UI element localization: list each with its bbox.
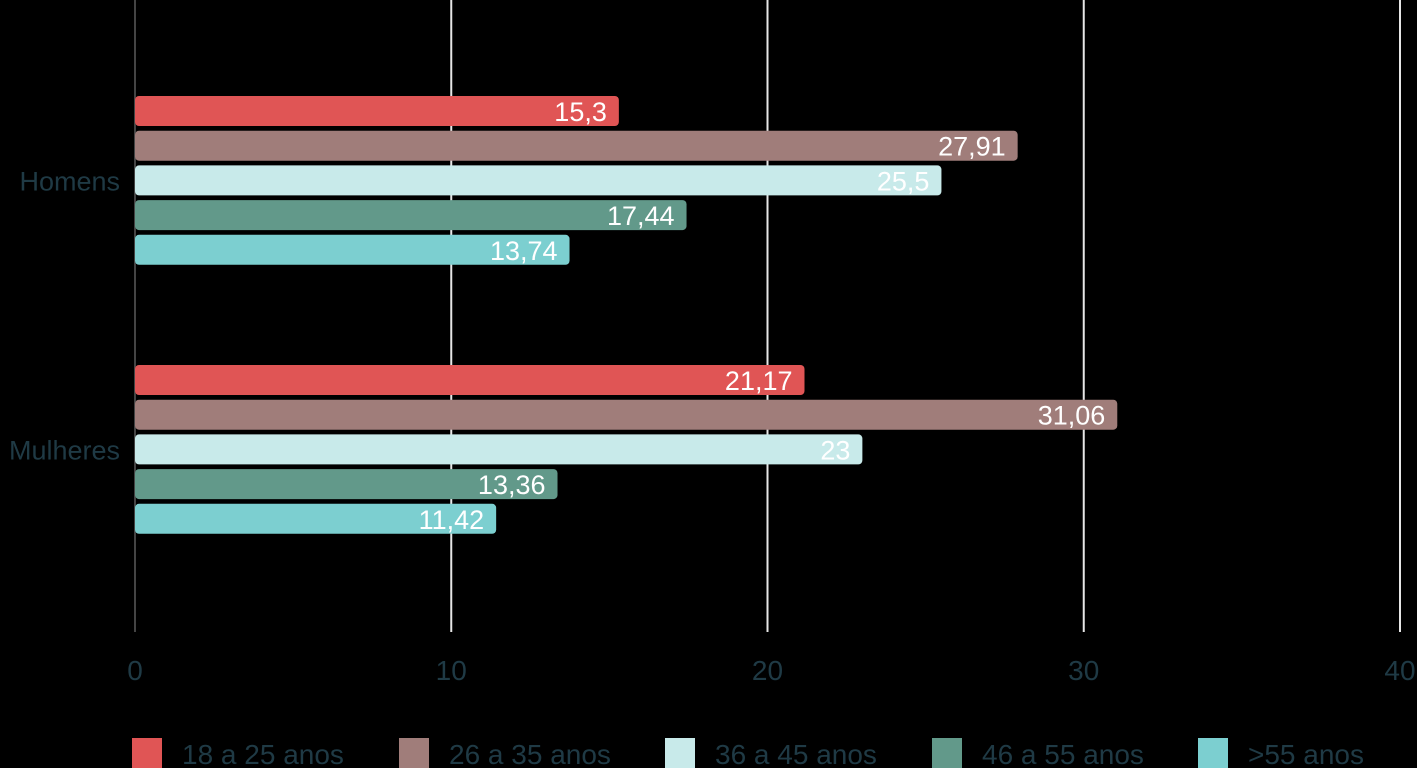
x-tick-label: 40 [1384, 655, 1415, 686]
bar [135, 365, 805, 395]
category-labels: Homens Mulheres [9, 166, 120, 465]
gridlines [450, 0, 1401, 632]
bar [135, 130, 1018, 161]
category-label: Homens [19, 166, 120, 196]
data-label: 21,17 [725, 366, 793, 396]
bar [135, 469, 558, 500]
legend-swatch [932, 738, 962, 768]
x-tick-label: 30 [1068, 655, 1099, 686]
data-label: 13,74 [490, 236, 558, 266]
data-label: 23 [820, 435, 850, 465]
legend-label: 46 a 55 anos [982, 739, 1144, 768]
legend-label: 26 a 35 anos [449, 739, 611, 768]
data-label: 27,91 [938, 132, 1006, 162]
data-label: 13,36 [478, 470, 546, 500]
legend-swatch [132, 738, 162, 768]
data-label: 25,5 [877, 166, 930, 196]
data-label: 17,44 [607, 201, 675, 231]
bar [135, 96, 619, 126]
data-label: 15,3 [554, 97, 607, 127]
x-tick-label: 0 [127, 655, 143, 686]
category-label: Mulheres [9, 435, 120, 465]
bar [135, 503, 497, 534]
bar [135, 200, 687, 231]
legend-label: 18 a 25 anos [182, 739, 344, 768]
legend-swatch [1198, 738, 1228, 768]
bar [135, 434, 863, 465]
bar [135, 165, 942, 196]
x-tick-label: 10 [436, 655, 467, 686]
legend-label: >55 anos [1248, 739, 1364, 768]
legend-label: 36 a 45 anos [715, 739, 877, 768]
bar [135, 399, 1118, 430]
data-label: 31,06 [1038, 401, 1106, 431]
legend-swatch [399, 738, 429, 768]
bars: 15,3 27,91 25,5 17,44 13,74 21,17 31,06 23 13,36… [135, 96, 1118, 535]
legend: 18 a 25 anos 26 a 35 anos 36 a 45 anos 46 a… [132, 738, 1364, 768]
data-label: 11,42 [419, 505, 485, 535]
bar [135, 234, 570, 265]
x-tick-label: 20 [752, 655, 783, 686]
x-axis-ticks: 0 10 20 30 40 [127, 655, 1415, 686]
legend-swatch [665, 738, 695, 768]
